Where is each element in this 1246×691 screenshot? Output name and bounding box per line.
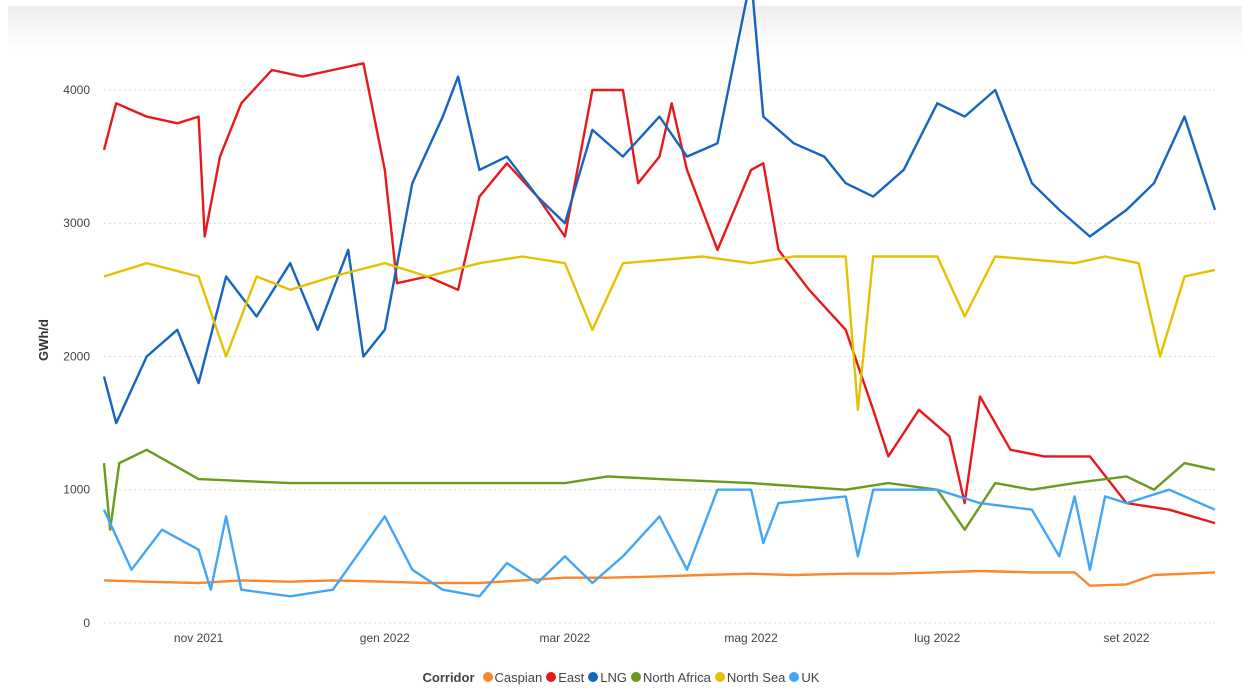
legend-label: LNG: [600, 669, 627, 685]
legend-item-north-sea[interactable]: North Sea: [714, 669, 786, 685]
y-tick-label: 2000: [63, 349, 90, 363]
legend-item-caspian[interactable]: Caspian: [482, 669, 543, 685]
y-tick-label: 3000: [63, 216, 90, 230]
legend-marker: [588, 672, 599, 682]
legend-item-lng[interactable]: LNG: [588, 670, 627, 685]
x-tick-label: mar 2022: [540, 631, 591, 645]
line-chart: 0 1000 2000 3000 4000 nov 2021 gen 2022 mar 202…: [36, 0, 1217, 645]
legend-item-uk[interactable]: UK: [789, 670, 819, 685]
legend-marker: [546, 672, 557, 682]
x-tick-label: lug 2022: [914, 631, 960, 645]
x-tick-label: nov 2021: [174, 631, 224, 645]
legend-item-north-africa[interactable]: North Africa: [630, 669, 711, 685]
series-line-caspian: [103, 569, 1216, 587]
axes: 0 1000 2000 3000 4000 nov 2021 gen 2022 mar 202…: [63, 83, 1150, 645]
legend: Corridor Caspian East LNG North Africa North…: [0, 667, 1246, 687]
series-line-north-africa: [102, 448, 1216, 531]
legend-marker: [630, 672, 641, 682]
x-tick-label: mag 2022: [724, 631, 778, 645]
y-tick-label: 1000: [63, 483, 90, 497]
series-line-north-sea: [103, 255, 1216, 411]
series-lines: [102, 0, 1217, 598]
gridlines: [104, 89, 1215, 624]
legend-label: UK: [801, 669, 820, 685]
panel-header-band: [8, 6, 1242, 50]
legend-marker: [482, 672, 493, 682]
y-tick-label: 4000: [63, 83, 90, 97]
legend-item-east[interactable]: East: [546, 670, 584, 685]
series-line-lng: [102, 0, 1217, 425]
legend-label: North Africa: [642, 669, 711, 685]
x-tick-label: gen 2022: [360, 631, 410, 645]
legend-label: Caspian: [494, 669, 543, 685]
legend-marker: [789, 672, 800, 682]
x-tick-label: set 2022: [1103, 631, 1149, 645]
series-line-east: [102, 62, 1216, 525]
legend-label: North Sea: [726, 669, 786, 685]
y-axis-label: GWh/d: [36, 319, 51, 361]
y-tick-label: 0: [83, 616, 90, 630]
legend-label: East: [558, 669, 585, 685]
legend-title: Corridor: [422, 669, 475, 685]
legend-marker: [714, 672, 725, 682]
series-line-uk: [102, 488, 1216, 598]
